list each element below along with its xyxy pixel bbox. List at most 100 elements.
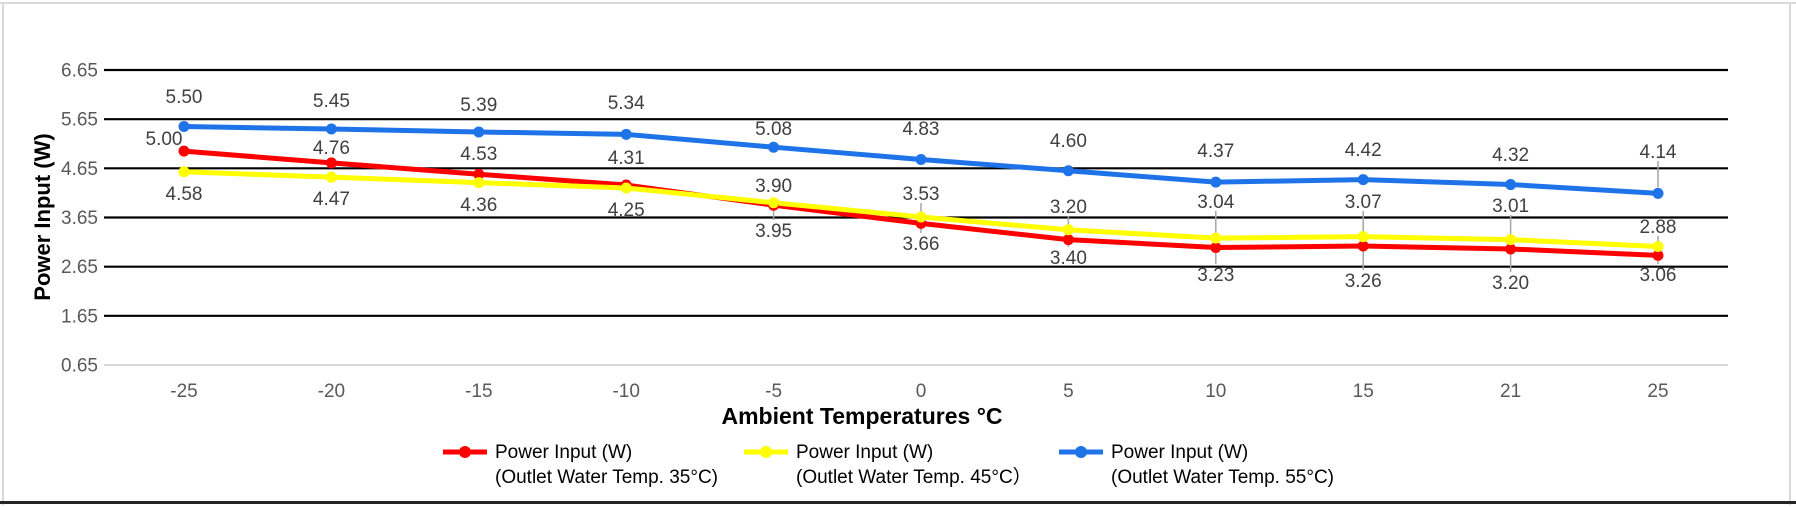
data-label-outlet-45c: 4.47 [313, 189, 350, 210]
data-point-outlet-45c [178, 166, 190, 178]
data-label-outlet-35c: 2.88 [1640, 217, 1677, 238]
data-label-outlet-35c: 4.53 [460, 144, 497, 165]
legend-marker-35c-icon [443, 446, 487, 458]
data-point-outlet-45c [1062, 224, 1074, 236]
data-point-outlet-45c [473, 177, 485, 189]
data-label-outlet-35c: 4.76 [313, 138, 350, 159]
page-border-top [0, 2, 1796, 4]
data-point-outlet-55c [1062, 165, 1074, 177]
legend-label-line2: (Outlet Water Temp. 45°C） [796, 467, 1032, 488]
x-tick-label: -15 [465, 381, 492, 402]
data-label-outlet-55c: 4.42 [1345, 140, 1382, 161]
data-point-outlet-45c [915, 211, 927, 223]
legend-label-line1: Power Input (W) [1111, 442, 1249, 463]
data-label-outlet-35c: 3.90 [755, 176, 792, 197]
data-label-outlet-55c: 4.32 [1492, 145, 1529, 166]
data-point-outlet-55c [178, 121, 190, 133]
data-point-outlet-35c [1062, 234, 1074, 246]
legend-label-line1: Power Input (W) [796, 442, 934, 463]
data-point-outlet-45c [1210, 232, 1222, 244]
data-point-outlet-35c [473, 168, 485, 180]
x-tick-label: 21 [1500, 381, 1521, 402]
data-point-outlet-45c [768, 197, 780, 209]
data-point-outlet-45c [325, 171, 337, 183]
data-label-outlet-35c: 3.07 [1345, 192, 1382, 213]
x-tick-label: 10 [1205, 381, 1226, 402]
data-point-outlet-55c [473, 126, 485, 138]
page-border-right [1789, 2, 1791, 505]
data-point-outlet-55c [1652, 187, 1664, 199]
x-tick-label: -5 [765, 381, 782, 402]
data-label-outlet-35c: 4.31 [608, 148, 645, 169]
legend-marker-45c-icon [744, 446, 788, 458]
page-border-left [2, 2, 4, 505]
data-labels: 5.00 4.76 4.53 4.31 3.90 3.53 3.20 3.04 3.07 3.01… [146, 87, 1677, 294]
y-tick-label: 6.65 [61, 60, 98, 81]
data-label-outlet-45c: 3.20 [1492, 273, 1529, 294]
legend-label-line2: (Outlet Water Temp. 55°C) [1111, 467, 1334, 488]
data-point-outlet-35c [325, 157, 337, 169]
data-label-outlet-35c: 3.01 [1492, 196, 1529, 217]
legend-label-line2: (Outlet Water Temp. 35°C) [495, 467, 718, 488]
data-point-outlet-55c [1357, 174, 1369, 186]
data-point-outlet-55c [1210, 176, 1222, 188]
data-label-outlet-45c: 3.26 [1345, 271, 1382, 292]
data-point-outlet-55c [325, 123, 337, 135]
legend-item-outlet-55c: Power Input (W) (Outlet Water Temp. 55°C… [1058, 440, 1334, 490]
data-point-outlet-35c [178, 145, 190, 157]
data-point-markers [178, 121, 1664, 261]
data-point-outlet-45c [1652, 241, 1664, 253]
data-point-outlet-55c [1505, 179, 1517, 191]
data-label-outlet-55c: 5.50 [166, 87, 203, 108]
data-label-outlet-55c: 4.60 [1050, 131, 1087, 152]
x-tick-label: -20 [318, 381, 345, 402]
y-tick-label: 5.65 [61, 110, 98, 131]
y-tick-label: 0.65 [61, 356, 98, 377]
data-label-outlet-35c: 5.00 [146, 129, 183, 150]
data-label-outlet-55c: 5.08 [755, 119, 792, 140]
data-label-outlet-45c: 3.23 [1197, 265, 1234, 286]
legend-label-line1: Power Input (W) [495, 442, 633, 463]
data-label-outlet-35c: 3.53 [903, 184, 940, 205]
data-label-outlet-45c: 4.58 [166, 184, 203, 205]
data-point-outlet-55c [620, 128, 632, 140]
x-tick-label: 5 [1063, 381, 1074, 402]
data-label-outlet-55c: 4.14 [1640, 142, 1677, 163]
data-point-outlet-35c [1505, 243, 1517, 255]
y-tick-label: 4.65 [61, 159, 98, 180]
data-label-outlet-55c: 5.45 [313, 91, 350, 112]
data-point-outlet-45c [620, 182, 632, 194]
data-label-outlet-35c: 3.04 [1197, 192, 1234, 213]
data-label-outlet-55c: 5.39 [460, 95, 497, 116]
data-point-outlet-35c [1357, 240, 1369, 252]
x-axis-title: Ambient Temperatures °C [722, 403, 1003, 429]
data-label-outlet-45c: 3.40 [1050, 248, 1087, 269]
data-label-outlet-45c: 4.25 [608, 200, 645, 221]
data-label-outlet-45c: 3.95 [755, 221, 792, 242]
data-label-outlet-55c: 4.37 [1197, 141, 1234, 162]
y-axis-tick-labels: 6.65 5.65 4.65 3.65 2.65 1.65 0.65 [61, 60, 98, 376]
data-point-outlet-35c [1210, 241, 1222, 253]
legend-item-outlet-35c: Power Input (W) (Outlet Water Temp. 35°C… [442, 440, 718, 490]
gridlines [104, 68, 1728, 366]
page-border-bottom [0, 501, 1796, 504]
legend-item-outlet-45c: Power Input (W) (Outlet Water Temp. 45°C… [743, 440, 1032, 490]
data-point-outlet-45c [1357, 231, 1369, 243]
data-label-outlet-35c: 3.20 [1050, 197, 1087, 218]
data-point-outlet-55c [915, 153, 927, 165]
x-tick-label: 25 [1647, 381, 1668, 402]
data-point-outlet-45c [1505, 234, 1517, 246]
y-axis-title: Power Input (W) [30, 133, 55, 300]
x-tick-label: 15 [1353, 381, 1374, 402]
x-tick-label: 0 [916, 381, 927, 402]
y-tick-label: 2.65 [61, 257, 98, 278]
data-label-outlet-55c: 4.83 [903, 119, 940, 140]
x-axis-tick-labels: -25 -20 -15 -10 -5 0 5 10 15 21 25 [170, 381, 1668, 402]
data-point-outlet-35c [1652, 249, 1664, 261]
x-tick-label: -10 [612, 381, 639, 402]
data-label-outlet-55c: 5.34 [608, 93, 645, 114]
x-tick-label: -25 [170, 381, 197, 402]
y-tick-label: 1.65 [61, 306, 98, 327]
chart-legend: Power Input (W) (Outlet Water Temp. 35°C… [0, 440, 1796, 500]
